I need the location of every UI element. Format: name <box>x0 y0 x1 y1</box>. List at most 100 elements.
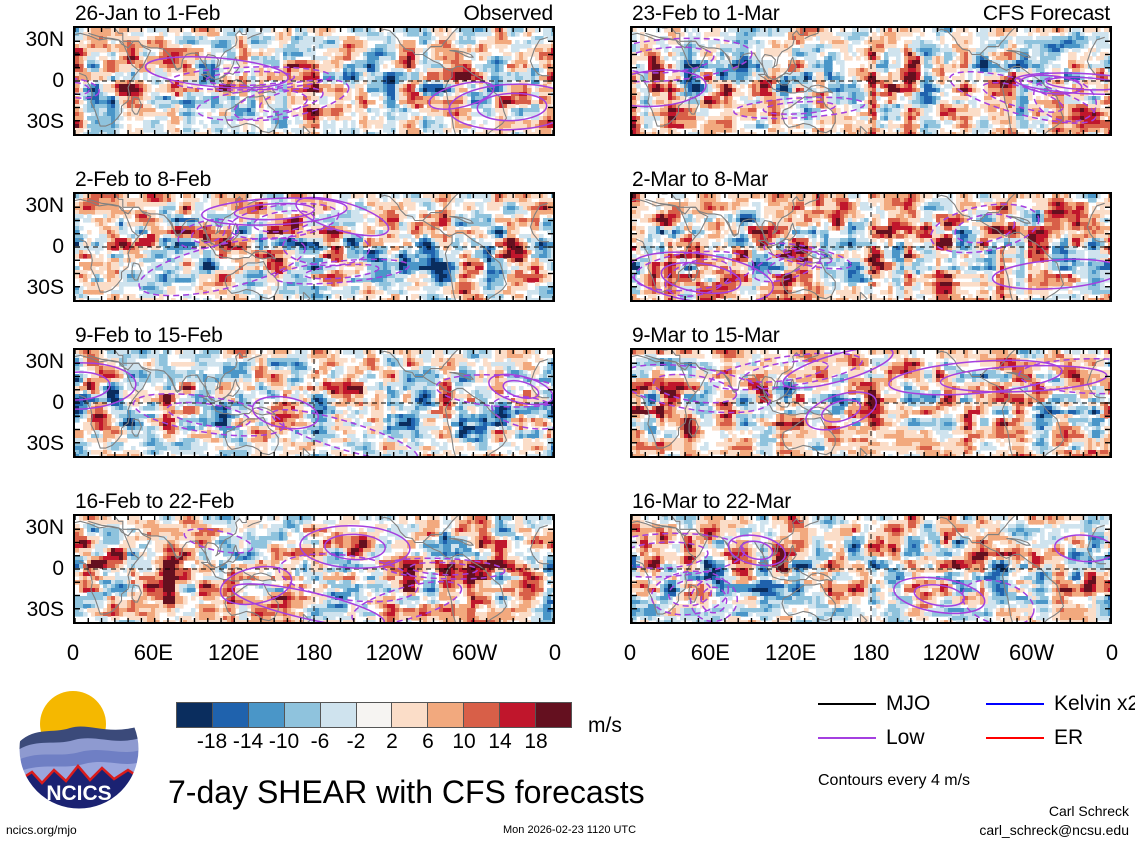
legend-item: MJO <box>818 692 930 716</box>
map-field-svg <box>75 350 553 456</box>
x-axis-tick-label: 0 <box>1106 640 1118 666</box>
panel-title: 23-Feb to 1-Mar <box>632 2 780 26</box>
y-axis-tick-label: 30N <box>25 516 64 540</box>
colorbar-band <box>284 703 321 727</box>
site-link[interactable]: ncics.org/mjo <box>6 823 77 837</box>
axis-ticks <box>632 516 1110 622</box>
y-axis-tick-label: 30N <box>25 350 64 374</box>
axis-ticks <box>632 350 1110 456</box>
ncics-logo-svg: NCICS <box>18 688 140 810</box>
reference-lines <box>632 516 1110 622</box>
contour-overlays <box>138 196 410 297</box>
contour-interval-note: Contours every 4 m/s <box>818 772 970 790</box>
colorbar: -18 -14 -10 -6 -2 2 6 10 14 18 <box>176 702 572 758</box>
reference-lines <box>75 350 553 456</box>
shaded-anomaly-field <box>75 28 553 134</box>
map-panel: 23-Feb to 1-Mar CFS Forecast <box>630 2 1112 136</box>
axis-ticks <box>75 28 553 134</box>
map-plot-area[interactable] <box>630 192 1112 302</box>
reference-lines <box>75 28 553 134</box>
map-panel: 16-Mar to 22-Mar <box>630 490 1112 624</box>
x-axis-tick-label: 120E <box>765 640 816 666</box>
map-plot-area[interactable] <box>630 514 1112 624</box>
reference-lines <box>632 194 1110 300</box>
map-panel: 2-Mar to 8-Mar <box>630 168 1112 302</box>
y-axis-tick-label: 30S <box>27 276 64 300</box>
colorbar-band <box>212 703 249 727</box>
coastlines <box>632 516 1106 622</box>
y-axis-tick-label: 30S <box>27 432 64 456</box>
colorbar-tick-label: -18 <box>197 730 227 754</box>
map-plot-area[interactable] <box>73 192 555 302</box>
map-panel: 16-Feb to 22-Feb 30N 0 30S <box>25 490 555 624</box>
panel-title: 26-Jan to 1-Feb <box>75 2 220 26</box>
contour-overlays <box>632 350 1110 431</box>
author-name: Carl Schreck <box>1049 803 1129 819</box>
colorbar-band <box>177 703 213 727</box>
map-plot-area[interactable] <box>73 26 555 136</box>
map-plot-area[interactable] <box>630 348 1112 458</box>
map-panel: 2-Feb to 8-Feb 30N 0 30S <box>25 168 555 302</box>
x-axis-tick-label: 0 <box>549 640 561 666</box>
colorbar-tick-label: -2 <box>347 730 366 754</box>
map-field-svg <box>632 28 1110 134</box>
colorbar-strip <box>176 702 572 728</box>
x-axis-tick-label: 120W <box>923 640 980 666</box>
y-axis-tick-label: 0 <box>52 391 64 415</box>
y-axis-tick-label: 30N <box>25 194 64 218</box>
y-axis-tick-label: 30S <box>27 598 64 622</box>
map-field-svg <box>632 194 1110 300</box>
map-field-svg <box>75 516 553 622</box>
legend-line-swatch <box>986 737 1044 739</box>
x-axis-right-column: 0 60E 120E 180 120W 60W 0 <box>624 640 1118 668</box>
coastlines <box>632 28 1106 134</box>
ncics-logo: NCICS <box>18 688 140 810</box>
contour-overlays <box>75 55 553 131</box>
colorbar-band <box>248 703 285 727</box>
axis-ticks <box>75 516 553 622</box>
y-axis-tick-label: 0 <box>52 235 64 259</box>
author-email[interactable]: carl_schreck@ncsu.edu <box>979 822 1129 838</box>
map-plot-area[interactable] <box>73 514 555 624</box>
map-field-svg <box>75 28 553 134</box>
map-field-svg <box>75 194 553 300</box>
contour-overlays <box>632 532 1110 622</box>
legend-line-swatch <box>818 737 876 739</box>
coastlines <box>75 28 549 134</box>
shaded-anomaly-field <box>632 28 1110 134</box>
map-plot-area[interactable] <box>73 348 555 458</box>
y-axis-tick-label: 30N <box>25 28 64 52</box>
colorbar-band <box>320 703 357 727</box>
colorbar-tick-label: 10 <box>452 730 475 754</box>
y-axis-tick-label: 0 <box>52 557 64 581</box>
colorbar-tick-label: -14 <box>233 730 263 754</box>
legend-line-swatch <box>818 703 876 705</box>
panel-title: 16-Mar to 22-Mar <box>632 490 791 514</box>
legend-item: ER <box>986 726 1083 750</box>
legend-item: Low <box>818 726 925 750</box>
contour-overlays <box>75 362 553 456</box>
x-axis-tick-label: 180 <box>296 640 333 666</box>
panel-title: 9-Feb to 15-Feb <box>75 324 223 348</box>
reference-lines <box>75 516 553 622</box>
coastlines <box>75 194 549 300</box>
figure-title: 7-day SHEAR with CFS forecasts <box>168 774 645 811</box>
y-axis-tick-label: 0 <box>52 69 64 93</box>
panel-title: 16-Feb to 22-Feb <box>75 490 234 514</box>
legend-label: MJO <box>886 692 930 716</box>
x-axis-tick-label: 120W <box>366 640 423 666</box>
x-axis-tick-label: 180 <box>853 640 890 666</box>
panel-corner-label: Observed <box>464 2 554 26</box>
x-axis-tick-label: 120E <box>208 640 259 666</box>
colorbar-band <box>392 703 429 727</box>
colorbar-tick-label: 2 <box>386 730 398 754</box>
colorbar-band <box>536 703 571 727</box>
colorbar-units-label: m/s <box>588 714 622 738</box>
axis-ticks <box>75 194 553 300</box>
colorbar-band <box>464 703 501 727</box>
y-axis-tick-label: 30S <box>27 110 64 134</box>
map-panel: 9-Feb to 15-Feb 30N 0 30S <box>25 324 555 458</box>
map-plot-area[interactable] <box>630 26 1112 136</box>
legend-label: Low <box>886 726 925 750</box>
